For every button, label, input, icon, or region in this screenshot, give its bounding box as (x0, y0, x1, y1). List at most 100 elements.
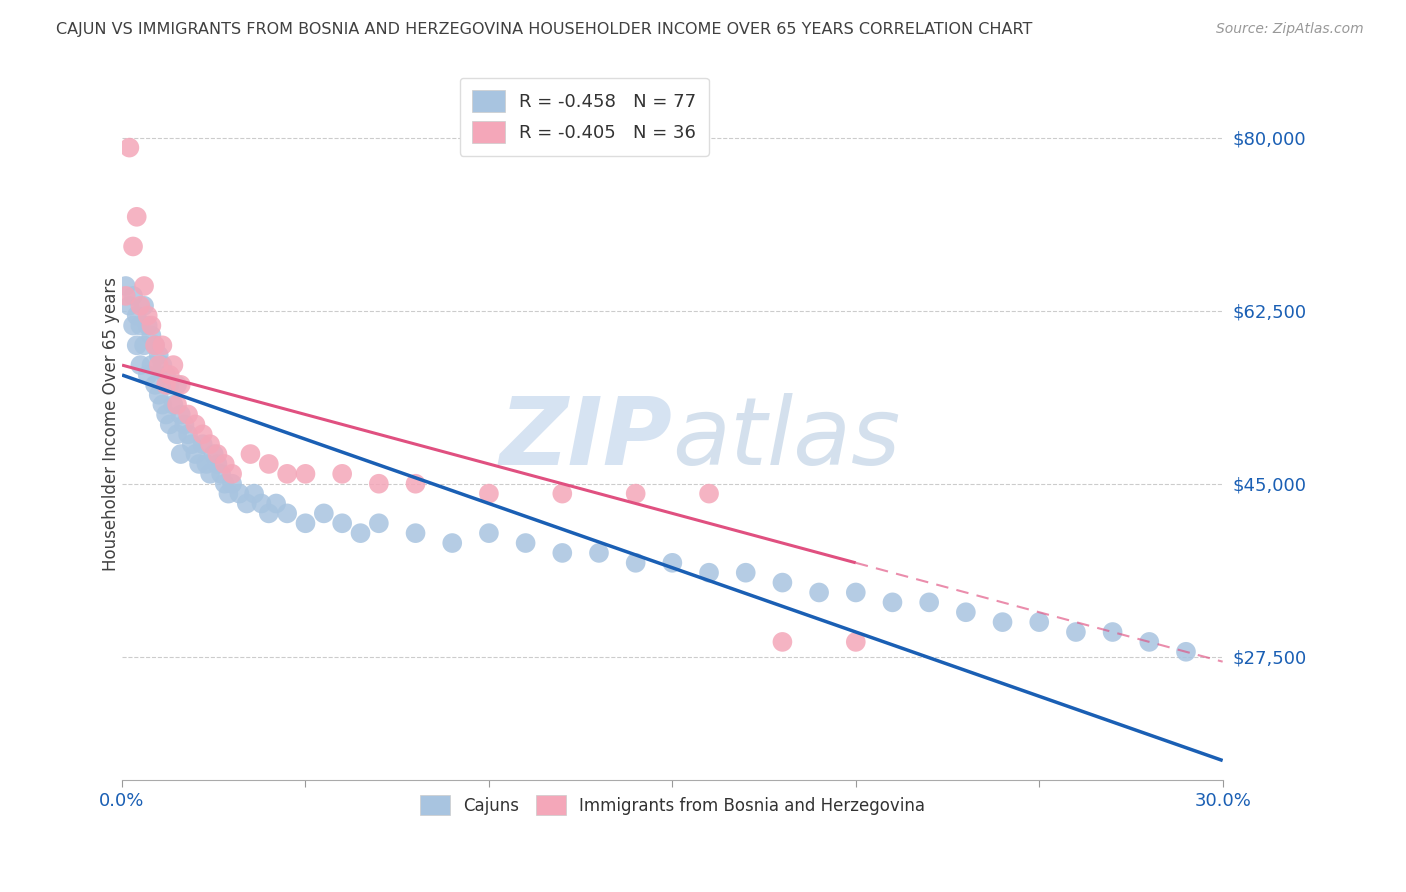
Point (132, 299, 155, 313)
Point (239, 447, 262, 461)
Point (141, 358, 163, 372)
Point (143, 338, 166, 352)
Point (991, 615, 1014, 629)
Point (349, 526, 371, 541)
Point (441, 536, 464, 550)
Point (159, 377, 181, 392)
Point (155, 368, 177, 382)
Point (122, 318, 145, 333)
Point (294, 516, 316, 531)
Point (148, 348, 170, 362)
Point (155, 377, 177, 392)
Point (114, 279, 136, 293)
Point (1064, 625, 1087, 640)
Point (159, 368, 181, 382)
Point (198, 467, 221, 481)
Point (294, 467, 316, 481)
Point (845, 585, 868, 599)
Point (405, 476, 427, 491)
Point (228, 486, 250, 500)
Point (118, 299, 141, 313)
Point (180, 437, 202, 451)
Point (588, 546, 610, 560)
Text: CAJUN VS IMMIGRANTS FROM BOSNIA AND HERZEGOVINA HOUSEHOLDER INCOME OVER 65 YEARS: CAJUN VS IMMIGRANTS FROM BOSNIA AND HERZ… (56, 22, 1032, 37)
Text: Source: ZipAtlas.com: Source: ZipAtlas.com (1216, 22, 1364, 37)
Point (136, 309, 159, 323)
Point (882, 595, 904, 609)
Point (166, 398, 188, 412)
Point (770, 635, 793, 649)
Point (918, 595, 941, 609)
Point (170, 377, 193, 392)
Point (551, 546, 574, 560)
Point (125, 309, 148, 323)
Point (136, 318, 159, 333)
Point (166, 427, 188, 442)
Legend: Cajuns, Immigrants from Bosnia and Herzegovina: Cajuns, Immigrants from Bosnia and Herze… (409, 785, 935, 825)
Point (152, 338, 174, 352)
Point (236, 496, 259, 510)
Point (1101, 625, 1123, 640)
Point (152, 358, 174, 372)
Point (845, 635, 868, 649)
Point (188, 457, 211, 471)
Point (624, 556, 647, 570)
Point (367, 476, 389, 491)
Point (125, 210, 148, 224)
Point (162, 398, 184, 412)
Point (143, 377, 166, 392)
Point (129, 318, 152, 333)
Point (734, 566, 756, 580)
Point (551, 486, 574, 500)
Point (515, 536, 537, 550)
Point (405, 526, 427, 541)
Point (184, 417, 207, 432)
Point (264, 496, 287, 510)
Point (195, 457, 218, 471)
Point (162, 358, 184, 372)
Point (257, 507, 280, 521)
Point (1175, 645, 1198, 659)
Point (122, 239, 145, 253)
Point (770, 575, 793, 590)
Point (129, 299, 152, 313)
Point (173, 417, 195, 432)
Point (209, 467, 232, 481)
Point (148, 388, 170, 402)
Point (330, 516, 353, 531)
Point (697, 566, 720, 580)
Point (170, 447, 193, 461)
Point (367, 516, 389, 531)
Point (214, 457, 236, 471)
Point (148, 358, 170, 372)
Point (276, 467, 298, 481)
Point (141, 328, 163, 343)
Point (170, 408, 193, 422)
Point (132, 279, 155, 293)
Point (661, 556, 683, 570)
Point (1137, 635, 1160, 649)
Point (478, 526, 501, 541)
Point (207, 457, 229, 471)
Point (221, 476, 243, 491)
Point (257, 457, 280, 471)
Point (312, 507, 335, 521)
Point (129, 358, 152, 372)
Point (217, 486, 239, 500)
Point (191, 437, 214, 451)
Point (143, 338, 166, 352)
Point (1028, 615, 1050, 629)
Point (276, 507, 298, 521)
Point (118, 140, 141, 154)
Point (166, 377, 188, 392)
Point (132, 338, 155, 352)
Y-axis label: Householder Income Over 65 years: Householder Income Over 65 years (103, 277, 120, 572)
Point (136, 368, 159, 382)
Point (114, 289, 136, 303)
Point (177, 427, 200, 442)
Point (207, 447, 229, 461)
Point (125, 338, 148, 352)
Point (184, 447, 207, 461)
Point (202, 447, 225, 461)
Point (152, 398, 174, 412)
